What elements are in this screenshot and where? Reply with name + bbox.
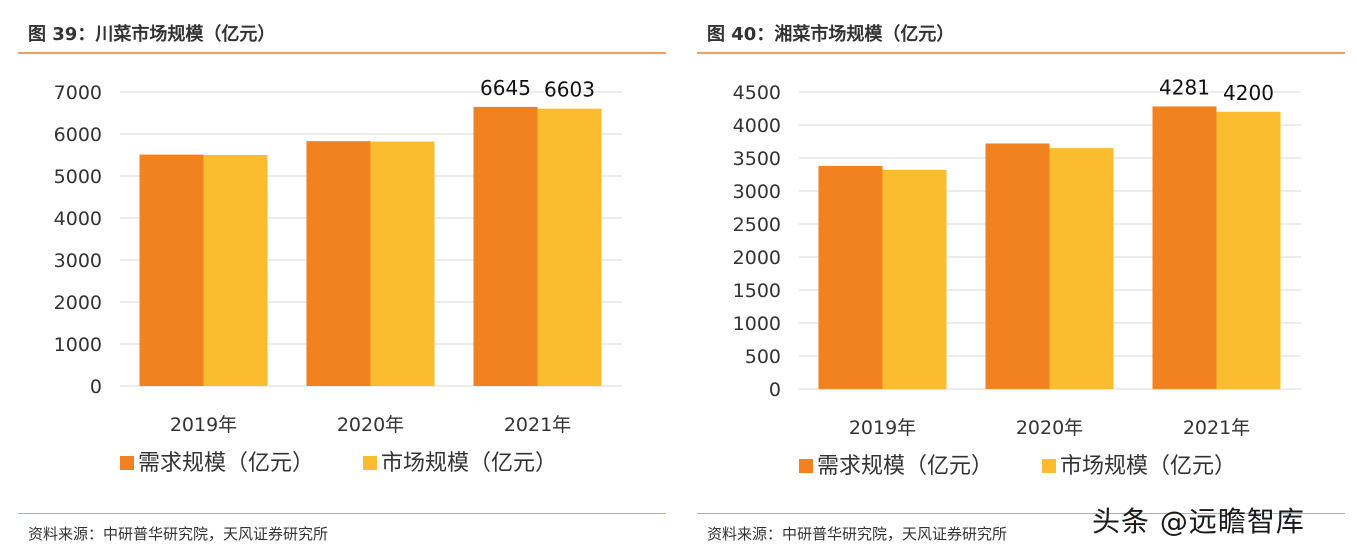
y-tick-label: 4000 <box>733 115 781 137</box>
x-tick-label: 2021年 <box>1183 417 1250 439</box>
y-tick-label: 2000 <box>733 247 781 269</box>
y-tick-label: 1000 <box>733 313 781 335</box>
y-tick-label: 4000 <box>54 208 102 230</box>
chart-title: 图 40：湘菜市场规模（亿元） <box>707 24 955 45</box>
y-tick-label: 6000 <box>54 124 102 146</box>
source-divider <box>18 513 666 514</box>
x-tick-label: 2020年 <box>1016 417 1083 439</box>
bar-market <box>203 155 268 386</box>
legend-swatch-demand <box>799 459 813 473</box>
y-tick-label: 3000 <box>733 181 781 203</box>
x-tick-label: 2020年 <box>337 414 404 436</box>
legend-swatch-market <box>363 456 377 470</box>
y-tick-label: 3000 <box>54 250 102 272</box>
y-tick-label: 7000 <box>54 82 102 104</box>
y-tick-label: 0 <box>90 376 102 398</box>
source-note: 资料来源：中研普华研究院，天风证券研究所 <box>707 525 1008 543</box>
bar-market <box>1049 148 1114 389</box>
bar-demand <box>818 165 883 389</box>
legend-swatch-market <box>1042 459 1056 473</box>
bar-demand <box>473 106 538 386</box>
chart-title: 图 39：川菜市场规模（亿元） <box>28 24 276 45</box>
bar-demand <box>1152 106 1217 390</box>
y-tick-label: 5000 <box>54 166 102 188</box>
bar-market <box>370 141 435 386</box>
bar-market <box>537 108 602 386</box>
bar-market <box>882 169 947 389</box>
legend-swatch-demand <box>120 456 134 470</box>
y-tick-label: 1000 <box>54 334 102 356</box>
source-divider <box>697 513 1345 514</box>
title-divider <box>18 52 666 54</box>
legend-label-demand: 需求规模（亿元） <box>817 454 993 479</box>
title-divider <box>697 52 1345 54</box>
y-tick-label: 0 <box>769 379 781 401</box>
y-tick-label: 1500 <box>733 280 781 302</box>
bar-chart-hunan: 0 500 1000 1500 2000 2500 3000 3500 4000 4500 2019… <box>733 75 1301 479</box>
x-tick-label: 2019年 <box>170 414 237 436</box>
y-tick-label: 3500 <box>733 148 781 170</box>
y-tick-label: 4500 <box>733 82 781 104</box>
source-note: 资料来源：中研普华研究院，天风证券研究所 <box>28 525 329 543</box>
data-label: 6603 <box>544 78 595 102</box>
data-label: 4200 <box>1223 81 1274 105</box>
x-tick-label: 2019年 <box>849 417 916 439</box>
legend-label-demand: 需求规模（亿元） <box>138 451 314 476</box>
y-tick-label: 2500 <box>733 214 781 236</box>
chart-panel-hunan: 图 40：湘菜市场规模（亿元） 0 500 1000 1500 2000 2500 3000… <box>697 0 1347 554</box>
data-label: 6645 <box>480 76 531 100</box>
bar-demand <box>139 154 204 386</box>
bar-market <box>1216 111 1281 390</box>
bar-demand <box>985 143 1050 389</box>
y-tick-label: 2000 <box>54 292 102 314</box>
bar-demand <box>306 141 371 386</box>
bar-chart-sichuan: 0 1000 2000 3000 4000 5000 6000 7000 2019年 2020年 2… <box>54 76 622 476</box>
legend-label-market: 市场规模（亿元） <box>381 451 557 476</box>
y-tick-label: 500 <box>745 346 781 368</box>
x-tick-label: 2021年 <box>504 414 571 436</box>
chart-panel-sichuan: 图 39：川菜市场规模（亿元） 0 1000 2000 3000 4000 5000 600… <box>18 0 668 554</box>
watermark: 头条 @远瞻智库 <box>1092 505 1305 538</box>
legend-label-market: 市场规模（亿元） <box>1060 454 1236 479</box>
data-label: 4281 <box>1159 75 1210 99</box>
